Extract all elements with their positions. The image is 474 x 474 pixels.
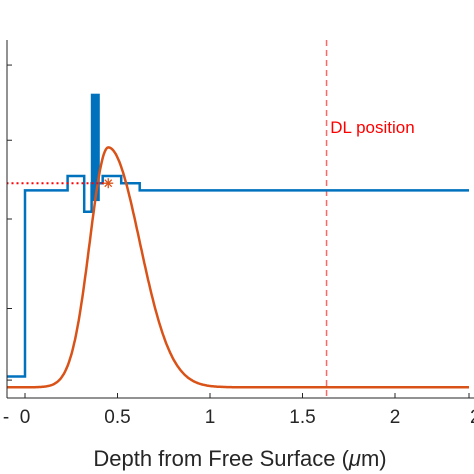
x-axis-title: Depth from Free Surface (μm) (93, 446, 386, 471)
axes (6, 40, 474, 399)
peak-star-marker (103, 178, 114, 189)
x-tick-label-4: 2 (390, 407, 401, 428)
x-tick-label-partial: 2 (470, 407, 474, 428)
x-tick-label-2: 1 (205, 407, 216, 428)
star-stroke-3 (104, 179, 113, 188)
series-group (7, 40, 469, 398)
distribution-curve (7, 146, 469, 389)
x-tick-label-1: 0.5 (104, 407, 130, 428)
x-axis-title-prefix: Depth from Free Surface ( (93, 446, 349, 471)
x-axis-title-unit-mu: μ (348, 446, 361, 471)
x-tick-label-0: 0 (20, 407, 31, 428)
dl-position-label: DL position (330, 118, 414, 137)
step-profile-line (7, 174, 469, 378)
x-tick-label-clipped: - (3, 407, 9, 428)
x-axis-title-unit-rest: m) (361, 446, 387, 471)
tick-labels: 0 0.5 1 1.5 2 2 - (3, 407, 474, 428)
x-tick-label-3: 1.5 (289, 407, 315, 428)
plot-area (7, 40, 469, 398)
depth-bar (90, 93, 100, 202)
